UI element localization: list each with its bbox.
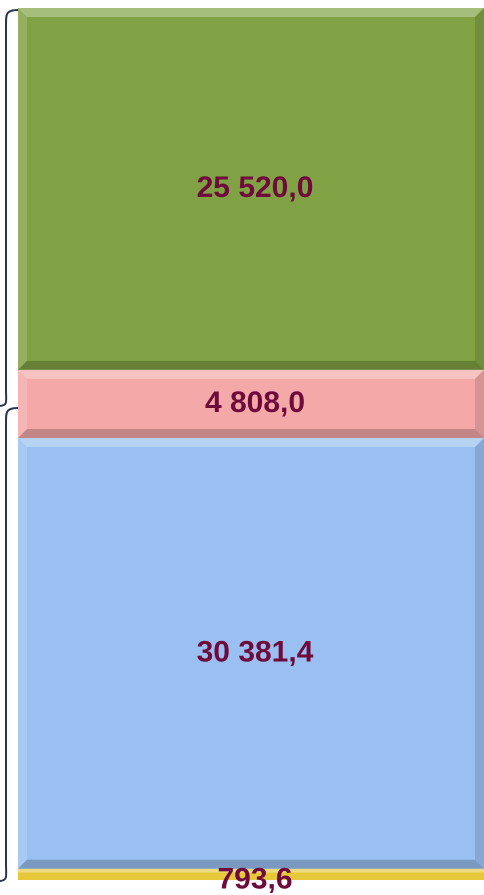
- bevel: [475, 369, 484, 438]
- bar-segment: [18, 369, 484, 438]
- bar-segment: [18, 868, 484, 880]
- bevel: [18, 8, 27, 370]
- bevel: [18, 859, 484, 869]
- bevel: [18, 369, 484, 379]
- data-label: 793,6: [217, 862, 292, 895]
- brace: [0, 9, 19, 407]
- bar-segment: [18, 8, 484, 370]
- value-labels: 793,6 30 381,4 4 808,0 25 520,0: [197, 171, 314, 895]
- bevel: [18, 8, 484, 17]
- data-label: 4 808,0: [205, 386, 305, 419]
- bevel: [18, 437, 27, 869]
- brace: [0, 407, 19, 882]
- bevel: [18, 868, 484, 873]
- bar-segment: [18, 437, 484, 869]
- bevel: [18, 428, 484, 438]
- bevel: [18, 369, 27, 438]
- bevel: [18, 360, 484, 370]
- bevel: [18, 437, 484, 447]
- data-label: 30 381,4: [197, 635, 314, 668]
- bevel: [475, 437, 484, 869]
- bevel: [475, 8, 484, 370]
- bar-stack: [18, 8, 484, 880]
- data-label: 25 520,0: [197, 171, 314, 204]
